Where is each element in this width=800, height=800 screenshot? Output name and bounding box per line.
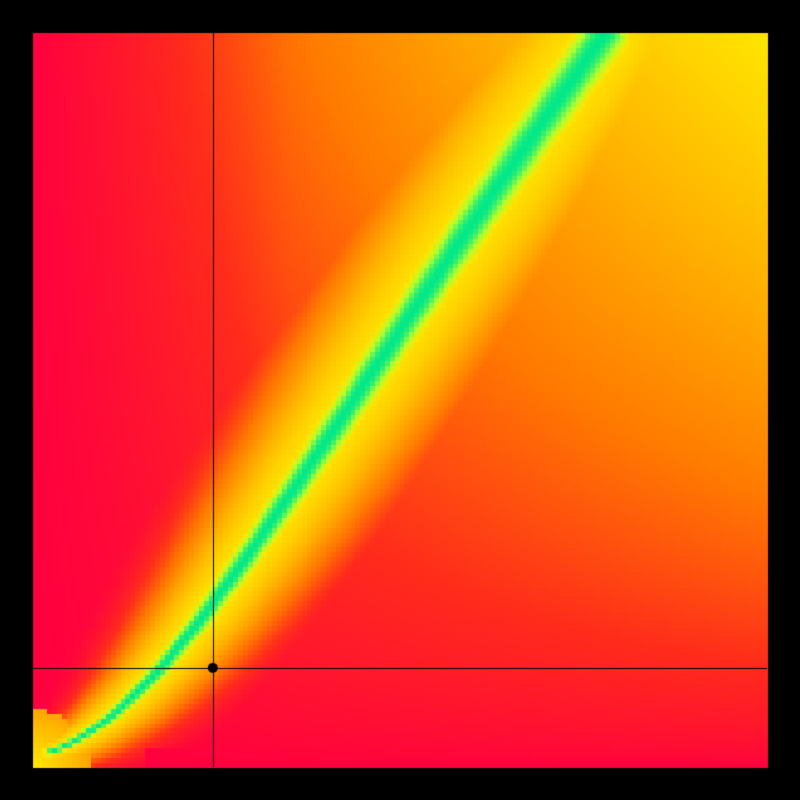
- bottleneck-heatmap: [0, 0, 800, 800]
- chart-container: TheBottleneck.com: [0, 0, 800, 800]
